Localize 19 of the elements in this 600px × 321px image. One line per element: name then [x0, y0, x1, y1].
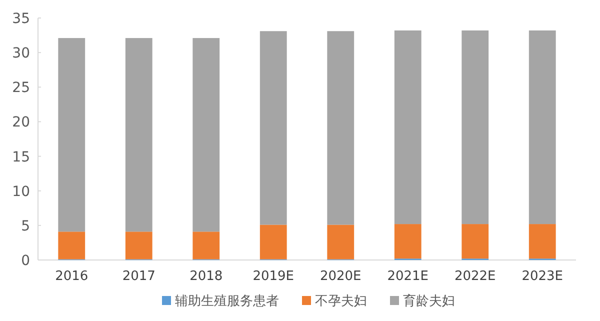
y-tick-label: 0: [21, 253, 30, 269]
x-tick-label: 2022E: [454, 269, 496, 284]
x-tick-label: 2016: [55, 269, 88, 284]
x-tick-label: 2017: [122, 269, 156, 284]
y-tick-label: 15: [12, 149, 30, 166]
y-tick-label: 20: [12, 114, 30, 131]
y-tick-label: 35: [12, 11, 30, 27]
x-tick-label: 2021E: [387, 269, 429, 284]
y-tick-label: 30: [12, 46, 30, 62]
x-tick-label: 2018: [190, 269, 223, 284]
y-tick-label: 25: [12, 80, 30, 96]
x-tick-label: 2020E: [320, 269, 362, 284]
legend-label: 不孕夫妇: [315, 294, 367, 309]
y-tick-label: 5: [21, 218, 30, 234]
x-tick-label: 2019E: [252, 269, 294, 284]
x-tick-label: 2023E: [522, 269, 564, 284]
legend-label: 辅助生殖服务患者: [175, 294, 279, 309]
y-tick-label: 10: [12, 184, 30, 200]
legend-label: 育龄夫妇: [403, 293, 455, 309]
